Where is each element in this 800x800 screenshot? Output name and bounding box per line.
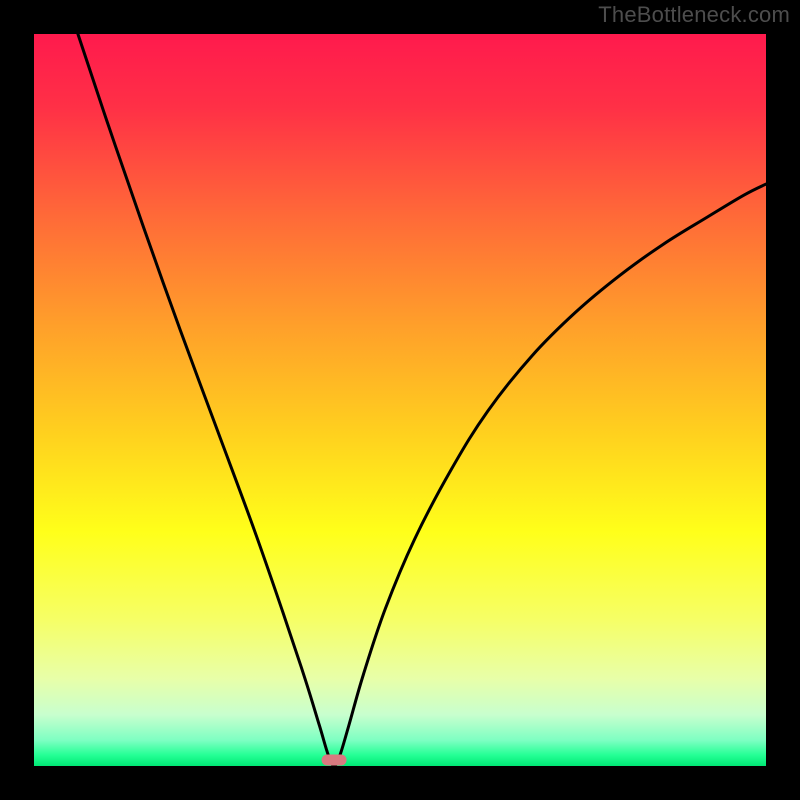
curve-layer xyxy=(34,34,766,766)
vertex-marker xyxy=(322,755,347,766)
chart-stage: TheBottleneck.com xyxy=(0,0,800,800)
plot-area xyxy=(34,34,766,766)
watermark-text: TheBottleneck.com xyxy=(598,2,790,28)
bottleneck-curve xyxy=(78,34,766,766)
